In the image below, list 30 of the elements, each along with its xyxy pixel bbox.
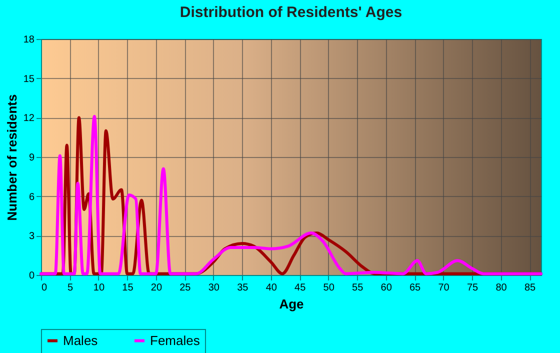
x-tick-label: 20 — [150, 282, 162, 294]
legend-label: Females — [150, 332, 200, 348]
y-tick-label: 15 — [23, 74, 35, 85]
x-tick-label: 75 — [466, 282, 479, 294]
x-tick-label: 40 — [266, 282, 278, 294]
y-tick-label: 3 — [28, 231, 35, 242]
y-tick-label: 6 — [28, 192, 35, 203]
x-tick-label: 30 — [208, 282, 220, 294]
x-tick-label: 60 — [380, 282, 392, 294]
x-tick-label: 35 — [237, 282, 249, 294]
y-tick-label: 18 — [23, 34, 35, 46]
y-tick-label: 0 — [28, 270, 35, 282]
y-tick-label: 9 — [28, 152, 35, 164]
chart-title: Distribution of Residents' Ages — [180, 4, 402, 21]
x-tick-label: 85 — [524, 282, 536, 294]
legend-label: Males — [63, 332, 98, 348]
x-axis-title: Age — [279, 296, 304, 312]
x-tick-label: 70 — [438, 282, 450, 294]
x-tick-label: 0 — [42, 282, 48, 294]
x-tick-label: 80 — [496, 282, 508, 294]
x-tick-label: 55 — [352, 282, 364, 294]
x-tick-label: 5 — [67, 282, 74, 294]
x-tick-label: 65 — [410, 282, 422, 294]
x-tick-label: 15 — [122, 282, 134, 294]
y-axis-title: Number of residents — [4, 94, 20, 221]
x-tick-label: 50 — [323, 282, 335, 294]
x-tick-label: 10 — [93, 282, 105, 294]
x-tick-label: 25 — [180, 282, 192, 294]
x-tick-label: 45 — [294, 282, 306, 294]
y-tick-label: 12 — [23, 113, 35, 124]
